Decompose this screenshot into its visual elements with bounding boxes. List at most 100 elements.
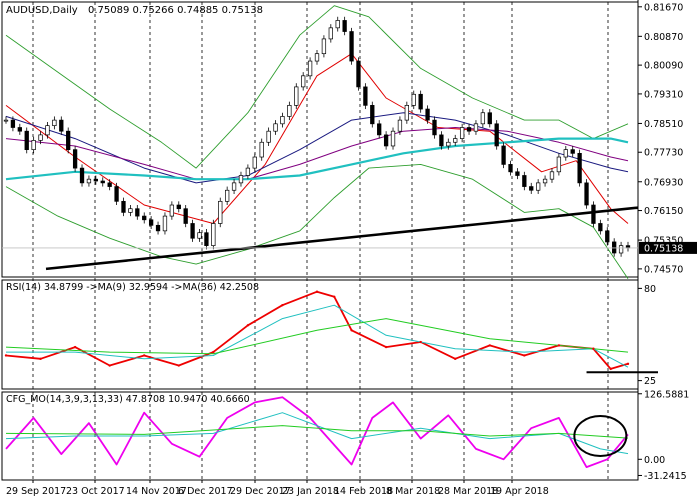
candle-body — [480, 112, 486, 125]
candle — [556, 153, 562, 176]
candle — [453, 134, 458, 146]
candle — [121, 197, 126, 217]
candle-body — [473, 123, 479, 132]
rsi-series-rsi_ma_fast — [6, 304, 629, 368]
candle — [38, 131, 43, 145]
candle — [508, 160, 513, 176]
last-price-box — [639, 241, 697, 254]
candle-body — [135, 208, 140, 217]
candle-body — [598, 223, 603, 232]
cfg-mo-indicator-chart[interactable] — [5, 396, 629, 468]
candle-body — [301, 75, 306, 88]
candle — [397, 116, 403, 135]
candle — [162, 212, 168, 235]
rsi-point — [592, 347, 595, 350]
candle — [183, 205, 188, 228]
trendline — [45, 206, 639, 271]
candle-body — [370, 105, 375, 125]
date-tick-label: 14 Feb 2018 — [334, 486, 393, 497]
candle — [605, 227, 610, 246]
cfg-title: CFG_MO(14,3,9,3,13,33) 47.8708 10.9470 4… — [6, 394, 250, 405]
rsi-tick-label: 80 — [644, 284, 656, 295]
candle — [31, 136, 36, 154]
rsi-frame — [1, 279, 639, 390]
candle — [487, 109, 492, 128]
rsi-indicator-chart[interactable] — [4, 290, 658, 374]
candle-body — [342, 20, 347, 32]
candle-body — [107, 182, 112, 187]
rsi-tick-label: 25 — [644, 376, 656, 387]
candle-body — [563, 149, 568, 158]
candle-body — [605, 230, 610, 243]
candle — [148, 216, 154, 230]
candle — [591, 201, 596, 228]
candle-body — [72, 149, 78, 169]
price-tick-label: 0.78510 — [644, 119, 683, 130]
rsi-point — [557, 344, 561, 347]
last-price-label: 0.75138 — [644, 243, 683, 254]
candle — [404, 101, 409, 124]
date-tick-label: 28 Mar 2018 — [438, 486, 498, 497]
candle-body — [38, 134, 43, 141]
candle — [24, 127, 29, 154]
rsi-series-rsi_ma_slow — [5, 318, 629, 355]
date-tick-label: 6 Dec 2017 — [178, 486, 233, 497]
rsi-point — [143, 354, 146, 357]
candle-body — [121, 200, 126, 213]
candle — [72, 145, 78, 172]
candle-body — [218, 200, 223, 224]
candle-body — [252, 156, 257, 169]
rsi-point — [333, 295, 336, 298]
candle-body — [612, 241, 617, 254]
candle-body — [59, 119, 64, 132]
candle — [314, 49, 320, 65]
cfg-tick-label: -31.2415 — [644, 471, 687, 482]
candle — [225, 186, 230, 206]
candle-body — [508, 164, 513, 173]
candle — [93, 175, 98, 185]
candle — [128, 205, 133, 217]
candle — [473, 120, 479, 135]
candle — [542, 175, 548, 187]
candle — [273, 120, 278, 135]
candle-body — [501, 145, 506, 165]
candle-body — [245, 167, 251, 176]
candle-body — [487, 112, 492, 125]
candle-body — [515, 171, 520, 176]
candle-body — [142, 215, 147, 221]
cfg-tick-label: 126.5881 — [644, 389, 689, 400]
candle — [287, 101, 292, 121]
rsi-point — [281, 303, 284, 307]
candle — [107, 179, 112, 191]
candle — [280, 112, 285, 128]
candle-body — [584, 182, 589, 206]
rsi-point — [108, 364, 111, 367]
candle — [86, 175, 92, 187]
date-tick-label: 14 Nov 2017 — [126, 486, 187, 497]
candle-body — [522, 175, 527, 187]
candle — [515, 168, 520, 180]
candle-body — [418, 93, 423, 110]
candle-body — [100, 180, 105, 184]
candle — [480, 109, 486, 128]
candle — [349, 27, 354, 65]
main-price-chart[interactable] — [2, 5, 639, 280]
candle-body — [397, 119, 403, 132]
price-tick-label: 0.80870 — [644, 32, 683, 43]
candle-body — [169, 204, 175, 217]
cfg-tick-label: 0.00 — [644, 455, 665, 466]
candle-body — [259, 141, 264, 158]
bollinger-band-lower — [5, 163, 629, 280]
candle-body — [86, 178, 92, 184]
candle — [522, 171, 527, 191]
candle-body — [432, 119, 437, 136]
candle — [66, 127, 71, 154]
candle — [17, 123, 22, 135]
candle-body — [238, 175, 244, 184]
candle-body — [625, 245, 631, 249]
candle — [425, 105, 430, 124]
candle-body — [529, 186, 534, 191]
candle — [370, 101, 375, 128]
